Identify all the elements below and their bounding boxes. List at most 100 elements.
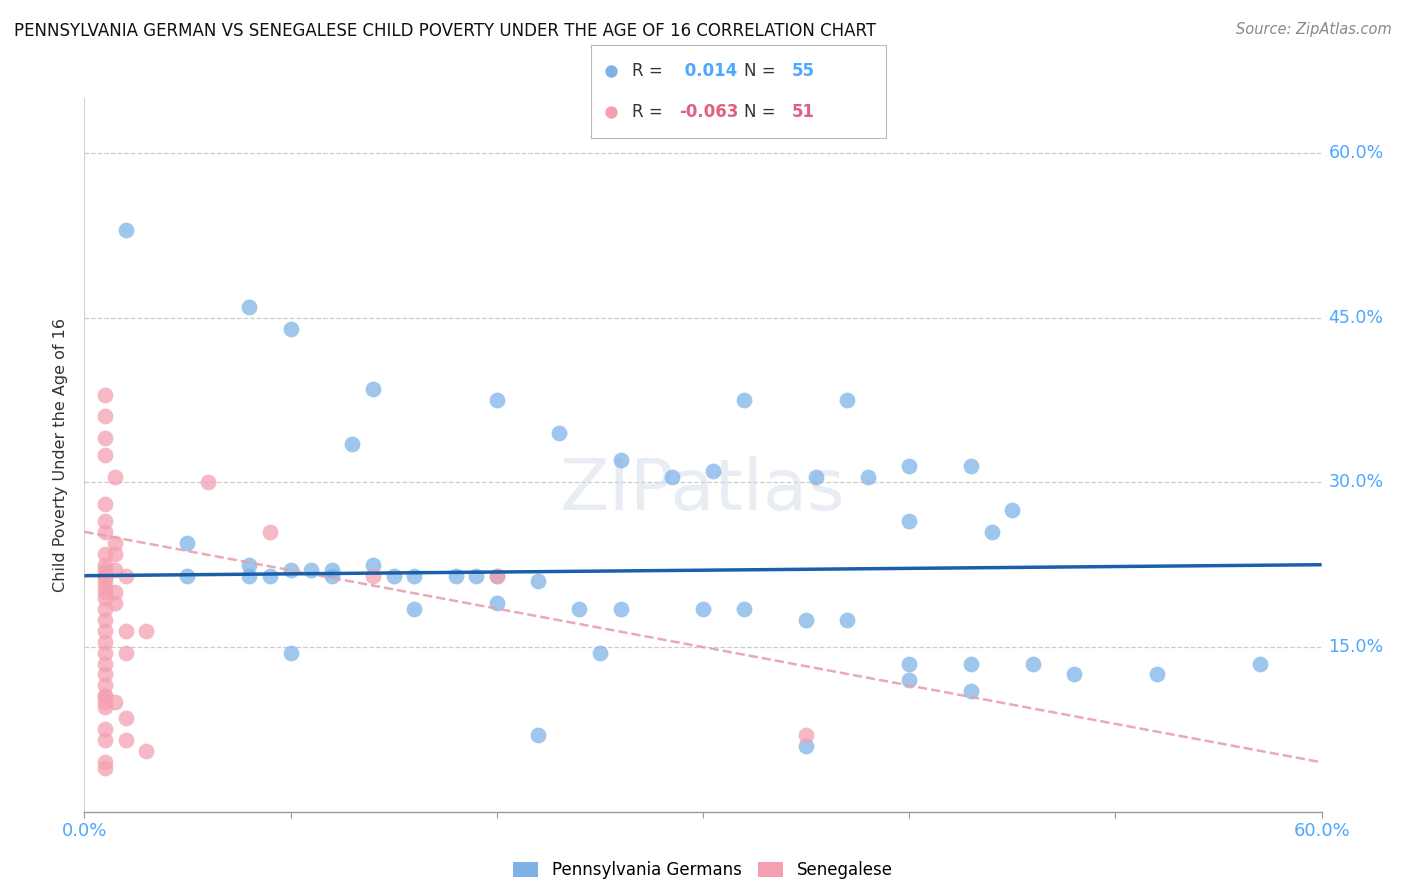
Point <box>733 601 755 615</box>
Point <box>94 761 117 775</box>
Point <box>259 568 281 582</box>
Point <box>692 601 714 615</box>
Text: -0.063: -0.063 <box>679 103 738 121</box>
Point <box>485 392 508 407</box>
Point <box>114 624 136 638</box>
Point <box>609 601 631 615</box>
Point <box>94 700 117 714</box>
Text: N =: N = <box>744 103 780 121</box>
Point <box>856 470 879 484</box>
Point <box>94 634 117 648</box>
Point <box>794 728 817 742</box>
Point <box>1063 667 1085 681</box>
Point <box>898 514 921 528</box>
Point <box>1249 657 1271 671</box>
Point <box>94 568 117 582</box>
Point <box>485 568 508 582</box>
Point <box>898 458 921 473</box>
Point <box>600 63 623 78</box>
Text: R =: R = <box>631 103 668 121</box>
Point <box>465 568 488 582</box>
Text: 0.014: 0.014 <box>679 62 737 79</box>
Point <box>104 547 127 561</box>
Point <box>94 409 117 424</box>
Point <box>114 646 136 660</box>
Point <box>197 475 219 490</box>
Point <box>94 624 117 638</box>
Y-axis label: Child Poverty Under the Age of 16: Child Poverty Under the Age of 16 <box>53 318 69 592</box>
Point <box>661 470 683 484</box>
Point <box>176 535 198 549</box>
Point <box>94 601 117 615</box>
Point <box>104 596 127 610</box>
Point <box>794 739 817 753</box>
Point <box>94 613 117 627</box>
Point <box>94 591 117 605</box>
Point <box>898 673 921 687</box>
Point <box>280 321 302 335</box>
Point <box>94 497 117 511</box>
Point <box>960 657 983 671</box>
Point <box>94 547 117 561</box>
Point <box>527 574 550 589</box>
Point <box>806 470 828 484</box>
Text: ZIPatlas: ZIPatlas <box>560 456 846 525</box>
Point <box>382 568 405 582</box>
Point <box>94 585 117 599</box>
Point <box>960 458 983 473</box>
Point <box>837 392 859 407</box>
Point <box>94 432 117 446</box>
Point <box>238 300 260 314</box>
Point <box>94 667 117 681</box>
Point <box>238 568 260 582</box>
Text: 15.0%: 15.0% <box>1329 638 1384 656</box>
Text: R =: R = <box>631 62 668 79</box>
Point <box>733 392 755 407</box>
Point <box>898 657 921 671</box>
Point <box>980 524 1002 539</box>
Point <box>94 723 117 737</box>
Point <box>94 563 117 577</box>
Point <box>361 568 384 582</box>
Point <box>960 684 983 698</box>
Text: N =: N = <box>744 62 780 79</box>
Text: 55: 55 <box>792 62 814 79</box>
Point <box>104 585 127 599</box>
Point <box>404 601 426 615</box>
Point <box>299 563 322 577</box>
Point <box>104 535 127 549</box>
Point <box>568 601 591 615</box>
Point <box>94 574 117 589</box>
Point <box>94 657 117 671</box>
Point <box>104 695 127 709</box>
Point <box>609 453 631 467</box>
Point <box>135 744 157 758</box>
Point <box>94 678 117 692</box>
Point <box>114 733 136 747</box>
Point <box>280 646 302 660</box>
Point <box>94 514 117 528</box>
Text: 60.0%: 60.0% <box>1329 144 1384 162</box>
Point <box>94 580 117 594</box>
Point <box>176 568 198 582</box>
Point <box>94 690 117 704</box>
Point <box>94 448 117 462</box>
Point <box>94 733 117 747</box>
Point <box>342 437 364 451</box>
Point <box>104 563 127 577</box>
Point <box>547 425 569 440</box>
Point <box>104 470 127 484</box>
Text: 45.0%: 45.0% <box>1329 309 1384 326</box>
Point <box>1022 657 1045 671</box>
Point <box>404 568 426 582</box>
Point <box>321 563 343 577</box>
Point <box>361 382 384 396</box>
Point <box>321 568 343 582</box>
Point <box>837 613 859 627</box>
Point <box>527 728 550 742</box>
Text: 51: 51 <box>792 103 814 121</box>
Point <box>94 646 117 660</box>
Point <box>485 596 508 610</box>
Point <box>361 558 384 572</box>
Point <box>259 524 281 539</box>
